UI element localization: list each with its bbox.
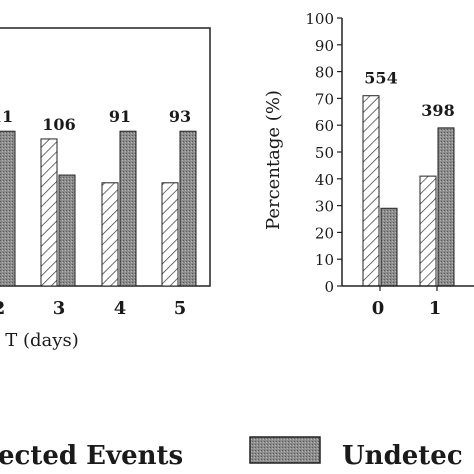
y-tick-label: 80 [315,64,334,82]
data-label: 11 [0,107,13,126]
x-tick-label: 5 [174,298,187,319]
bar-detected [419,175,437,287]
y-tick-label: 30 [315,198,334,216]
bar-undetected [437,127,455,287]
y-tick-label: 10 [315,251,334,269]
x-tick-label: 4 [114,298,127,319]
y-tick-label: 0 [324,278,334,296]
y-tick-label: 70 [315,90,334,108]
bar-undetected [380,207,398,287]
data-label: 93 [169,107,191,126]
legend: ected Events Undetec [0,436,463,471]
right-panel: 0 10 20 30 40 50 60 70 80 90 100 0 1 554 398 Percent… [263,10,474,319]
data-label: 91 [109,107,131,126]
bar-detected [40,138,58,287]
bar-undetected [119,130,137,287]
bar-undetected [58,174,76,287]
data-label: 106 [42,115,75,134]
y-tick-label: 60 [315,117,334,135]
x-tick-label: 0 [372,298,385,319]
x-tick-label: 3 [53,298,66,319]
y-tick-label: 40 [315,171,334,189]
x-tick-label: 1 [429,298,442,319]
bar-detected [161,182,179,287]
bar-detected [101,182,119,287]
right-y-axis-label: Percentage (%) [263,90,284,230]
y-tick-label: 50 [315,144,334,162]
y-tick-label: 90 [315,37,334,55]
bar-detected [362,95,380,287]
x-tick-label: 2 [0,298,5,319]
left-x-axis-label: T (days) [5,330,78,351]
left-panel: 2 3 4 5 11 106 91 93 T (days) [0,27,211,351]
bar-undetected [179,130,197,287]
y-tick-label: 20 [315,224,334,242]
y-tick-label: 100 [305,10,334,28]
legend-detected-label: ected Events [0,441,183,471]
legend-undetected-swatch [249,436,321,464]
data-label: 398 [421,101,454,120]
data-label: 554 [364,69,397,88]
legend-undetected-label: Undetec [342,441,463,471]
bar-undetected [0,130,16,287]
